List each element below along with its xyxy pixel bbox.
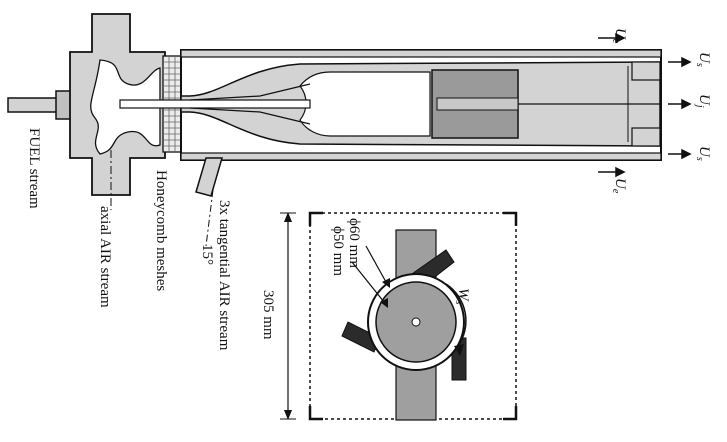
- label-tangential-air-stream: 3x tangential AIR stream: [216, 200, 232, 351]
- label-inner-diameter: ϕ50 mm: [330, 226, 346, 276]
- label-axial-air-stream: axial AIR stream: [97, 206, 113, 308]
- label-angle: 15°: [199, 244, 215, 265]
- velocity-labels: Ue Us Uj Us Ue: [610, 28, 712, 194]
- label-Ue-top: Ue: [610, 28, 628, 44]
- swirl-arrow: [445, 283, 467, 347]
- leader-phi60: [365, 245, 387, 283]
- fuel-lance: [119, 99, 311, 109]
- tangential-inlet-pipe: [195, 157, 223, 197]
- label-outer-diameter: ϕ60 mm: [346, 218, 362, 268]
- leader-phi50: [351, 261, 385, 303]
- label-width: 305 mm: [260, 290, 276, 340]
- top-view-outline: [309, 212, 517, 420]
- exit-rim-top: [631, 61, 661, 81]
- nozzle-throat: [189, 83, 311, 125]
- burner-side-view: [7, 13, 662, 247]
- bluff-body-stem: [436, 97, 519, 111]
- component-labels: FUEL stream axial AIR stream Honeycomb m…: [26, 128, 232, 351]
- label-Us-bottom: Us: [694, 146, 712, 161]
- bluff-body-hollow: [299, 71, 431, 137]
- label-fuel-stream: FUEL stream: [26, 128, 42, 209]
- label-Us-top: Us: [694, 52, 712, 67]
- burner-tube-wall-bottom: [180, 152, 662, 161]
- burner-top-view: Ws ϕ60 mm ϕ50 mm 305 mm: [260, 211, 518, 421]
- tangential-inlet-centerline: [205, 189, 214, 247]
- label-swirl-velocity: Ws: [453, 288, 471, 305]
- center-hole: [411, 317, 421, 327]
- velocity-arrows: [598, 32, 692, 178]
- label-Ue-bottom: Ue: [610, 178, 628, 194]
- exit-rim-bottom: [631, 127, 661, 147]
- burner-tube-wall-top: [180, 49, 662, 58]
- label-honeycomb-meshes: Honeycomb meshes: [153, 170, 169, 291]
- label-Uj: Uj: [694, 94, 712, 108]
